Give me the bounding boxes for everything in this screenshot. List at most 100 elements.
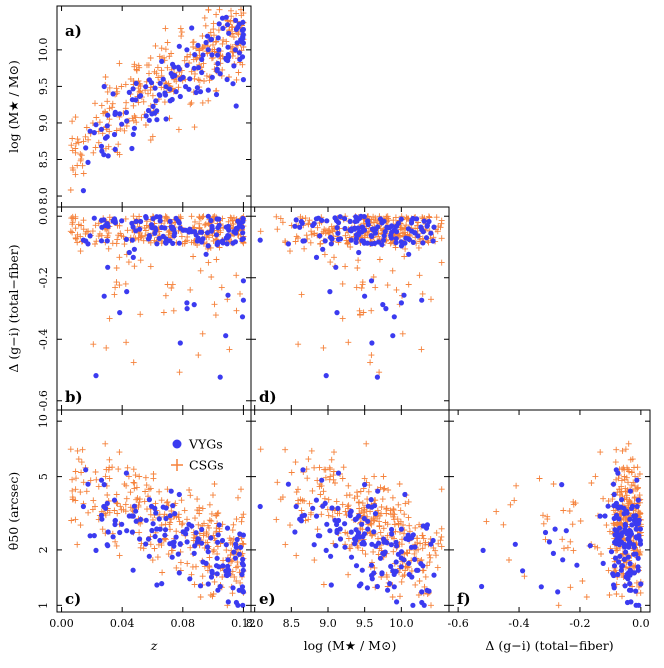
csg-point — [195, 352, 202, 359]
vyg-point — [237, 56, 243, 63]
vyg-point — [177, 340, 183, 346]
csg-point — [136, 64, 143, 71]
csg-point — [362, 551, 369, 558]
csg-point — [196, 77, 203, 84]
vyg-point — [99, 516, 105, 522]
csg-point — [113, 265, 120, 271]
csg-point — [235, 31, 242, 38]
csg-point — [199, 330, 206, 337]
csg-point — [117, 126, 124, 132]
vyg-point — [334, 225, 340, 231]
csg-point — [80, 138, 87, 145]
csg-point — [85, 136, 92, 143]
csg-point — [344, 240, 351, 247]
csg-point — [184, 560, 191, 567]
csg-point — [345, 502, 352, 509]
csg-point — [127, 76, 134, 82]
vyg-point — [368, 278, 375, 284]
vyg-point — [627, 567, 633, 573]
vyg-point — [335, 230, 341, 236]
csg-point — [195, 76, 202, 83]
csg-point — [588, 480, 595, 486]
csg-point — [93, 114, 100, 121]
vyg-point — [342, 544, 348, 550]
vyg-point — [149, 111, 155, 117]
csg-point — [228, 23, 235, 30]
vyg-point — [617, 553, 623, 559]
csg-point — [73, 140, 79, 147]
vyg-point — [184, 306, 190, 312]
csg-point — [421, 583, 428, 590]
x-tick-label: 0.08 — [171, 617, 196, 630]
csg-point — [80, 479, 87, 486]
vyg-point — [130, 254, 136, 260]
y-axis-label-b: Δ (g−i) (total−fiber) — [6, 244, 21, 372]
csg-point — [196, 47, 203, 54]
vyg-point — [616, 559, 622, 565]
csg-point — [385, 487, 392, 493]
csg-point — [592, 473, 599, 480]
vyg-point — [99, 148, 105, 154]
csg-point — [235, 494, 241, 501]
csg-point — [567, 584, 574, 591]
csg-point — [383, 571, 390, 578]
csg-point — [78, 222, 85, 229]
csg-point — [116, 60, 123, 67]
csg-point — [626, 468, 633, 475]
csg-point — [428, 602, 434, 609]
csg-point — [387, 507, 394, 514]
csg-point — [113, 127, 120, 134]
vyg-point — [133, 228, 139, 234]
csg-point — [415, 592, 422, 598]
vyg-point — [146, 77, 152, 83]
csg-point — [164, 486, 171, 493]
csg-point — [288, 469, 295, 476]
vyg-point — [230, 81, 236, 87]
vyg-point — [205, 549, 211, 555]
csg-point — [566, 508, 573, 514]
csg-point — [408, 568, 415, 574]
vyg-point — [112, 219, 118, 225]
csg-point — [109, 240, 116, 247]
csg-point — [376, 518, 383, 525]
vyg-point — [322, 500, 328, 506]
vyg-point — [364, 240, 370, 246]
vyg-point — [98, 217, 105, 223]
csg-point — [74, 162, 81, 169]
vyg-point — [398, 300, 404, 306]
vyg-point — [231, 63, 237, 69]
csg-point — [392, 528, 399, 535]
csg-point — [634, 547, 641, 553]
csg-point — [142, 474, 149, 481]
vyg-point — [633, 518, 639, 524]
csg-point — [203, 72, 210, 79]
vyg-point — [126, 89, 132, 95]
vyg-point — [420, 240, 426, 246]
csg-point — [136, 213, 143, 220]
vyg-point — [170, 503, 176, 509]
csg-point — [229, 590, 236, 597]
csg-point — [116, 282, 123, 289]
csg-point — [79, 446, 86, 453]
vyg-point — [219, 15, 226, 21]
csg-point — [133, 496, 140, 503]
vyg-point — [163, 236, 169, 242]
vyg-point — [225, 52, 231, 58]
vyg-point — [233, 544, 239, 550]
vyg-point — [285, 241, 291, 247]
csg-point — [168, 285, 175, 291]
vyg-point — [167, 218, 173, 224]
vyg-point — [112, 111, 118, 117]
vyg-point — [292, 223, 298, 229]
csg-point — [634, 464, 641, 471]
csg-point — [178, 233, 185, 240]
csg-point — [347, 244, 354, 250]
vyg-point — [328, 241, 334, 247]
series-vygs-d — [257, 213, 437, 380]
csg-point — [104, 88, 111, 95]
csg-point — [92, 144, 99, 151]
csg-point — [282, 446, 289, 453]
csg-point — [124, 464, 131, 471]
vyg-point — [430, 238, 436, 244]
csg-point — [598, 551, 604, 557]
